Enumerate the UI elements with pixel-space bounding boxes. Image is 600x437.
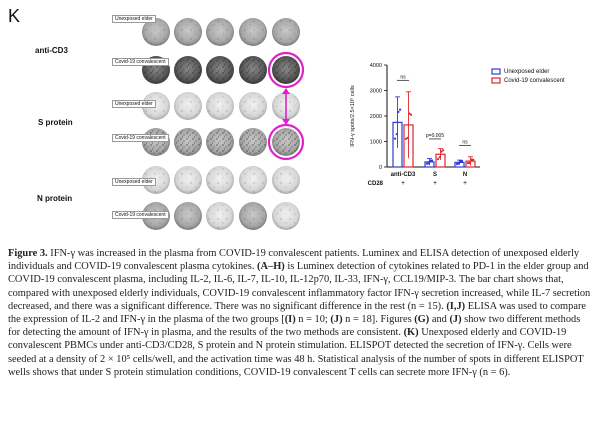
- data-point: [395, 133, 398, 136]
- row-label: Covid-19 convalescent: [112, 134, 169, 142]
- elispot-well-spots: [207, 167, 233, 193]
- data-point: [470, 158, 473, 161]
- data-point: [429, 159, 432, 162]
- elispot-well-spots: [240, 129, 266, 155]
- elispot-well-spots: [240, 167, 266, 193]
- data-point: [427, 162, 430, 165]
- y-tick-label: 3000: [370, 89, 382, 95]
- elispot-well-spots: [175, 203, 201, 229]
- significance-label: p=0.005: [426, 133, 444, 139]
- x-tick-label: N: [463, 172, 467, 178]
- significance-label: ns: [462, 139, 468, 145]
- elispot-well-spots: [175, 19, 201, 45]
- elispot-well-spots: [240, 19, 266, 45]
- data-point: [472, 158, 475, 161]
- legend-swatch: [491, 68, 501, 75]
- data-point: [442, 149, 445, 152]
- row-label: Covid-19 convalescent: [112, 211, 169, 219]
- data-point: [410, 113, 413, 116]
- caption-figure-label: Figure 3.: [8, 248, 48, 259]
- elispot-well-spots: [143, 93, 169, 119]
- elispot-well-spots: [143, 129, 169, 155]
- elispot-well-spots: [240, 203, 266, 229]
- data-point: [406, 136, 409, 139]
- data-point: [438, 156, 441, 159]
- elispot-well-spots: [207, 19, 233, 45]
- data-point: [440, 150, 443, 153]
- data-point: [468, 161, 471, 164]
- cd28-label: CD28: [368, 181, 384, 187]
- row-label: Unexposed elder: [112, 15, 156, 23]
- elispot-well-spots: [175, 129, 201, 155]
- row-label: Unexposed elder: [112, 178, 156, 186]
- data-point: [425, 162, 429, 165]
- elispot-well-spots: [207, 93, 233, 119]
- data-point: [393, 137, 397, 140]
- elispot-well-spots: [175, 167, 201, 193]
- elispot-well-spots: [207, 203, 233, 229]
- y-tick-label: 2000: [370, 114, 382, 120]
- legend-label: Covid-19 convalescent: [504, 78, 565, 84]
- data-point: [436, 158, 440, 161]
- panel-letter: K: [8, 6, 21, 26]
- data-point: [457, 162, 460, 165]
- data-point: [404, 137, 408, 140]
- data-point: [459, 160, 462, 163]
- row-label: Unexposed elder: [112, 100, 156, 108]
- cd28-sign: +: [433, 180, 437, 187]
- elispot-wells-image: [142, 18, 305, 230]
- y-tick-label: 4000: [370, 63, 382, 69]
- legend-swatch: [491, 77, 501, 84]
- data-point: [455, 163, 459, 166]
- condition-label-anti-cd3: anti-CD3: [35, 46, 68, 55]
- elispot-well-spots: [175, 57, 201, 83]
- data-point: [466, 162, 470, 165]
- y-axis-label: IFN-γ spots/2.5×10⁵ cells: [349, 85, 356, 147]
- elispot-well-spots: [273, 203, 299, 229]
- elispot-well-spots: [240, 57, 266, 83]
- elispot-well-spots: [273, 57, 299, 83]
- elispot-well-spots: [207, 57, 233, 83]
- elispot-well-spots: [273, 129, 299, 155]
- row-label: Covid-19 convalescent: [112, 58, 169, 66]
- condition-label-s-protein: S protein: [38, 118, 73, 127]
- data-point: [461, 159, 464, 163]
- elispot-well-spots: [143, 167, 169, 193]
- elispot-well-spots: [273, 167, 299, 193]
- condition-label-n-protein: N protein: [37, 194, 73, 203]
- highlight-circle-top: [267, 51, 305, 89]
- x-tick-label: anti-CD3: [391, 172, 416, 178]
- figure-caption: Figure 3. IFN-γ was increased in the pla…: [8, 248, 591, 378]
- y-tick-label: 1000: [370, 140, 382, 146]
- elispot-well-spots: [273, 19, 299, 45]
- cd28-sign: +: [463, 180, 467, 187]
- data-point: [399, 108, 402, 111]
- x-tick-label: S: [433, 172, 437, 178]
- significance-label: ns: [400, 74, 406, 80]
- data-point: [408, 112, 411, 115]
- elispot-well-spots: [143, 19, 169, 45]
- y-tick-label: 0: [379, 165, 382, 171]
- data-point: [397, 110, 400, 113]
- elispot-well-spots: [207, 129, 233, 155]
- elispot-well-spots: [240, 93, 266, 119]
- cd28-sign: +: [401, 180, 405, 187]
- ifn-gamma-bar-chart: 0 1000 2000 3000 4000 IFN-γ spots/2.5×10⁵ cel…: [349, 63, 565, 187]
- legend-label: Unexposed elder: [504, 69, 549, 75]
- elispot-well-spots: [175, 93, 201, 119]
- data-point: [431, 159, 434, 162]
